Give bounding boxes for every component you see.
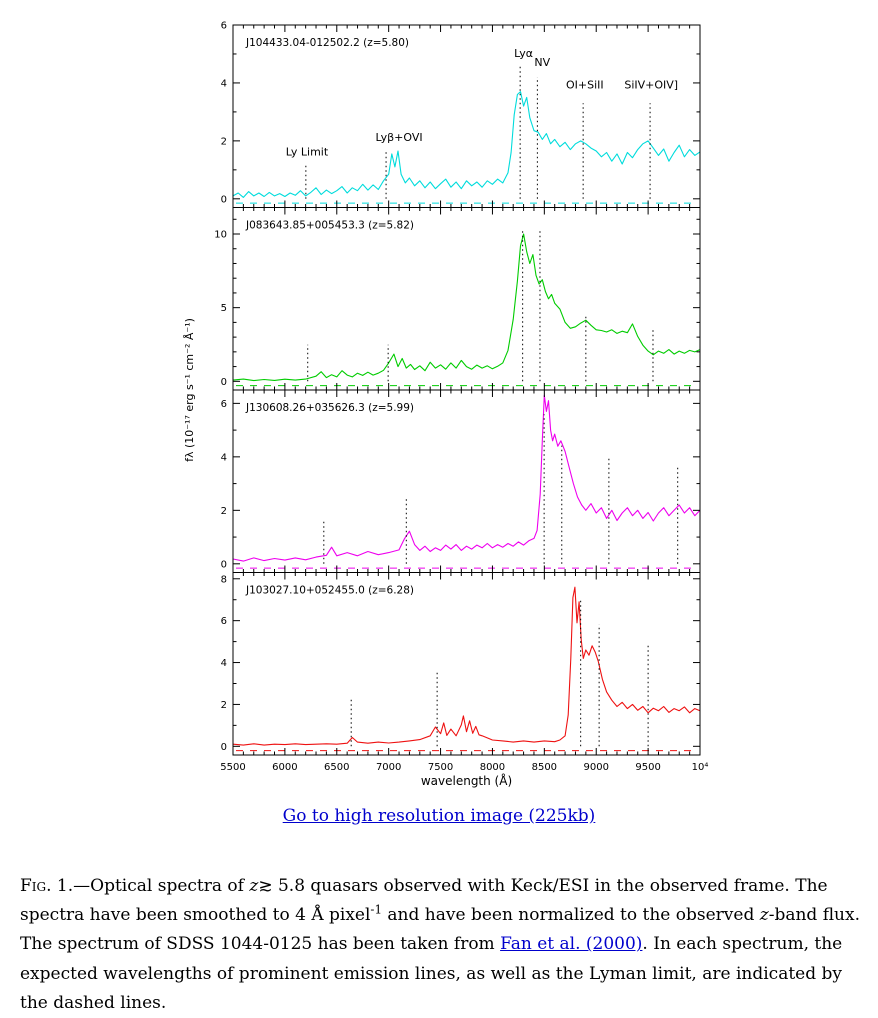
- svg-text:J083643.85+005453.3 (z=5.82): J083643.85+005453.3 (z=5.82): [245, 220, 414, 232]
- caption-text-2: ≳ 5.8 quasars observed with Keck/ESI in …: [20, 876, 828, 926]
- svg-text:2: 2: [221, 136, 227, 147]
- svg-text:4: 4: [221, 452, 227, 463]
- svg-text:6000: 6000: [272, 762, 297, 773]
- svg-text:J103027.10+052455.0 (z=6.28): J103027.10+052455.0 (z=6.28): [245, 585, 414, 597]
- svg-text:7500: 7500: [428, 762, 453, 773]
- svg-text:2: 2: [221, 506, 227, 517]
- svg-text:2: 2: [221, 700, 227, 711]
- svg-text:0: 0: [221, 742, 227, 753]
- figure-caption: Fig. 1.—Optical spectra of z≳ 5.8 quasar…: [20, 872, 860, 1018]
- caption-italic-z1: z: [249, 876, 259, 896]
- svg-text:4: 4: [221, 658, 227, 669]
- caption-text-1: —Optical spectra of: [73, 876, 250, 896]
- svg-text:6: 6: [221, 21, 227, 32]
- svg-text:9500: 9500: [635, 762, 660, 773]
- svg-text:8500: 8500: [532, 762, 557, 773]
- caption-text-4: -band flux. The spectrum of SDSS 1044-01…: [20, 905, 860, 955]
- svg-text:8000: 8000: [480, 762, 505, 773]
- caption-superscript: -1: [370, 902, 383, 917]
- svg-text:9000: 9000: [583, 762, 608, 773]
- svg-text:6: 6: [221, 616, 227, 627]
- svg-text:NV: NV: [534, 56, 550, 69]
- svg-text:OI+SiII: OI+SiII: [566, 79, 604, 92]
- high-res-link-row: Go to high resolution image (225kb): [0, 806, 878, 826]
- svg-text:J104433.04-012502.2 (z=5.80): J104433.04-012502.2 (z=5.80): [245, 37, 409, 49]
- svg-text:10⁴: 10⁴: [692, 762, 709, 773]
- svg-text:7000: 7000: [376, 762, 401, 773]
- svg-text:8: 8: [221, 574, 227, 585]
- svg-text:Lyα: Lyα: [514, 47, 533, 60]
- svg-text:10: 10: [214, 230, 227, 241]
- svg-text:6500: 6500: [324, 762, 349, 773]
- svg-text:0: 0: [221, 377, 227, 388]
- svg-text:5500: 5500: [220, 762, 245, 773]
- svg-text:fλ (10⁻¹⁷ erg s⁻¹ cm⁻² Å⁻¹): fλ (10⁻¹⁷ erg s⁻¹ cm⁻² Å⁻¹): [183, 318, 196, 462]
- caption-fig-label: Fig. 1.: [20, 876, 74, 896]
- svg-text:Lyβ+OVI: Lyβ+OVI: [375, 131, 422, 144]
- svg-text:Ly Limit: Ly Limit: [286, 145, 329, 158]
- high-res-link[interactable]: Go to high resolution image (225kb): [282, 806, 596, 826]
- svg-text:SiIV+OIV]: SiIV+OIV]: [624, 79, 678, 92]
- caption-italic-z2: z: [759, 905, 769, 926]
- svg-text:J130608.26+035626.3 (z=5.99): J130608.26+035626.3 (z=5.99): [245, 402, 414, 414]
- svg-text:4: 4: [221, 78, 227, 89]
- svg-text:5: 5: [221, 303, 227, 314]
- svg-text:0: 0: [221, 194, 227, 205]
- svg-text:6: 6: [221, 399, 227, 410]
- svg-text:wavelength (Å): wavelength (Å): [421, 773, 512, 788]
- caption-text-3: and have been normalized to the observed: [382, 905, 760, 926]
- svg-text:0: 0: [221, 559, 227, 570]
- fan-et-al-link[interactable]: Fan et al. (2000): [500, 934, 643, 955]
